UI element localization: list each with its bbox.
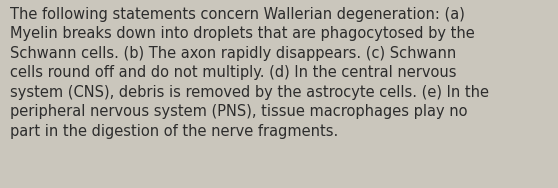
Text: The following statements concern Wallerian degeneration: (a)
Myelin breaks down : The following statements concern Walleri…	[10, 7, 489, 139]
